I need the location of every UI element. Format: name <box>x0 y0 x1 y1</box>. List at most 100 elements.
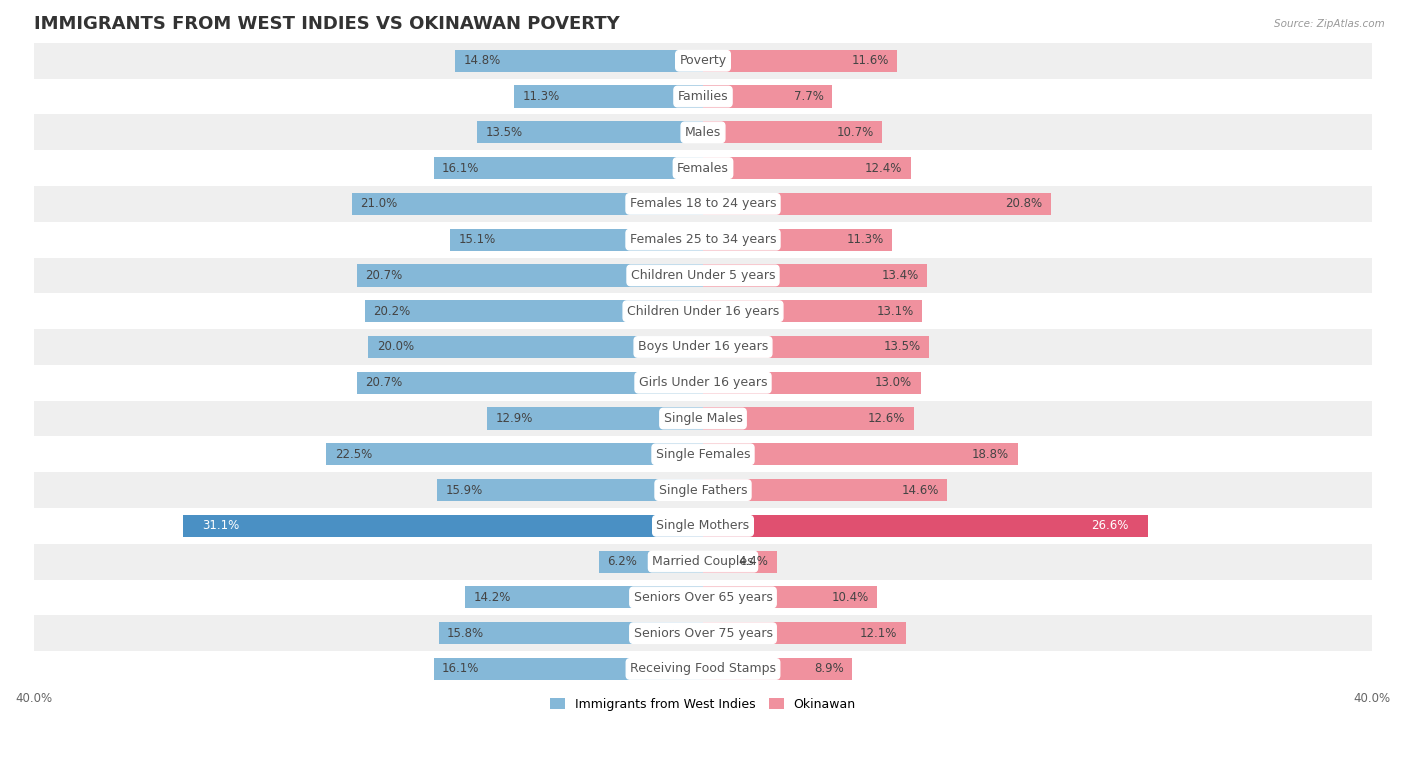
Text: 11.6%: 11.6% <box>852 55 889 67</box>
Text: 7.7%: 7.7% <box>793 90 824 103</box>
Bar <box>703 371 921 394</box>
Bar <box>433 658 703 680</box>
Bar <box>703 622 905 644</box>
Text: Females 18 to 24 years: Females 18 to 24 years <box>630 197 776 211</box>
Bar <box>486 408 703 430</box>
Bar <box>703 550 776 573</box>
Text: IMMIGRANTS FROM WEST INDIES VS OKINAWAN POVERTY: IMMIGRANTS FROM WEST INDIES VS OKINAWAN … <box>34 15 619 33</box>
Legend: Immigrants from West Indies, Okinawan: Immigrants from West Indies, Okinawan <box>546 693 860 716</box>
Bar <box>34 615 1372 651</box>
Bar <box>34 580 1372 615</box>
Text: Seniors Over 75 years: Seniors Over 75 years <box>634 627 772 640</box>
Text: 12.1%: 12.1% <box>859 627 897 640</box>
Text: 13.1%: 13.1% <box>876 305 914 318</box>
Bar <box>703 300 922 322</box>
Bar <box>703 50 897 72</box>
Text: Children Under 5 years: Children Under 5 years <box>631 269 775 282</box>
Text: 14.6%: 14.6% <box>901 484 939 496</box>
Text: 4.4%: 4.4% <box>738 555 768 568</box>
Bar <box>352 193 703 215</box>
Bar <box>703 121 882 143</box>
Bar <box>703 443 1018 465</box>
Text: Single Females: Single Females <box>655 448 751 461</box>
Text: 20.0%: 20.0% <box>377 340 413 353</box>
Bar <box>437 479 703 501</box>
Bar <box>34 293 1372 329</box>
Bar <box>703 265 928 287</box>
Bar <box>34 365 1372 401</box>
Text: Single Mothers: Single Mothers <box>657 519 749 532</box>
Text: Receiving Food Stamps: Receiving Food Stamps <box>630 662 776 675</box>
Bar <box>34 437 1372 472</box>
Text: 15.9%: 15.9% <box>446 484 482 496</box>
Bar <box>34 329 1372 365</box>
Text: Females: Females <box>678 161 728 174</box>
Bar <box>703 408 914 430</box>
Text: Poverty: Poverty <box>679 55 727 67</box>
Text: 11.3%: 11.3% <box>846 233 884 246</box>
Text: Boys Under 16 years: Boys Under 16 years <box>638 340 768 353</box>
Bar <box>34 472 1372 508</box>
Text: 12.4%: 12.4% <box>865 161 903 174</box>
Bar <box>703 658 852 680</box>
Bar <box>34 543 1372 580</box>
Text: Families: Families <box>678 90 728 103</box>
Bar <box>183 515 703 537</box>
Text: 26.6%: 26.6% <box>1091 519 1128 532</box>
Text: 13.5%: 13.5% <box>883 340 921 353</box>
Bar <box>326 443 703 465</box>
Text: 22.5%: 22.5% <box>335 448 373 461</box>
Text: 20.8%: 20.8% <box>1005 197 1043 211</box>
Bar <box>34 186 1372 222</box>
Bar <box>703 229 893 251</box>
Bar <box>34 258 1372 293</box>
Text: Married Couples: Married Couples <box>652 555 754 568</box>
Text: 14.8%: 14.8% <box>464 55 501 67</box>
Bar <box>357 265 703 287</box>
Bar <box>368 336 703 358</box>
Bar <box>439 622 703 644</box>
Bar <box>703 479 948 501</box>
Text: 12.9%: 12.9% <box>495 412 533 425</box>
Text: 21.0%: 21.0% <box>360 197 396 211</box>
Bar <box>456 50 703 72</box>
Text: Single Fathers: Single Fathers <box>659 484 747 496</box>
Bar <box>34 401 1372 437</box>
Bar <box>703 515 1149 537</box>
Text: 16.1%: 16.1% <box>441 161 479 174</box>
Text: Girls Under 16 years: Girls Under 16 years <box>638 376 768 390</box>
Bar <box>366 300 703 322</box>
Text: 16.1%: 16.1% <box>441 662 479 675</box>
Text: 10.7%: 10.7% <box>837 126 873 139</box>
Text: 20.7%: 20.7% <box>366 376 402 390</box>
Bar <box>703 336 929 358</box>
Bar <box>477 121 703 143</box>
Text: Single Males: Single Males <box>664 412 742 425</box>
Text: Females 25 to 34 years: Females 25 to 34 years <box>630 233 776 246</box>
Text: Children Under 16 years: Children Under 16 years <box>627 305 779 318</box>
Text: 20.7%: 20.7% <box>366 269 402 282</box>
Text: 18.8%: 18.8% <box>972 448 1010 461</box>
Bar <box>34 43 1372 79</box>
Bar <box>703 586 877 609</box>
Bar <box>513 86 703 108</box>
Bar <box>703 157 911 179</box>
Text: 14.2%: 14.2% <box>474 591 512 604</box>
Bar <box>357 371 703 394</box>
Text: 11.3%: 11.3% <box>522 90 560 103</box>
Text: 31.1%: 31.1% <box>202 519 240 532</box>
Text: 13.4%: 13.4% <box>882 269 920 282</box>
Text: Seniors Over 65 years: Seniors Over 65 years <box>634 591 772 604</box>
Text: 13.0%: 13.0% <box>875 376 912 390</box>
Text: Males: Males <box>685 126 721 139</box>
Text: 13.5%: 13.5% <box>485 126 523 139</box>
Bar <box>34 651 1372 687</box>
Text: 15.1%: 15.1% <box>458 233 496 246</box>
Text: Source: ZipAtlas.com: Source: ZipAtlas.com <box>1274 19 1385 29</box>
Bar <box>703 86 832 108</box>
Text: 12.6%: 12.6% <box>868 412 905 425</box>
Text: 15.8%: 15.8% <box>447 627 484 640</box>
Bar <box>34 222 1372 258</box>
Bar <box>34 79 1372 114</box>
Bar <box>703 193 1052 215</box>
